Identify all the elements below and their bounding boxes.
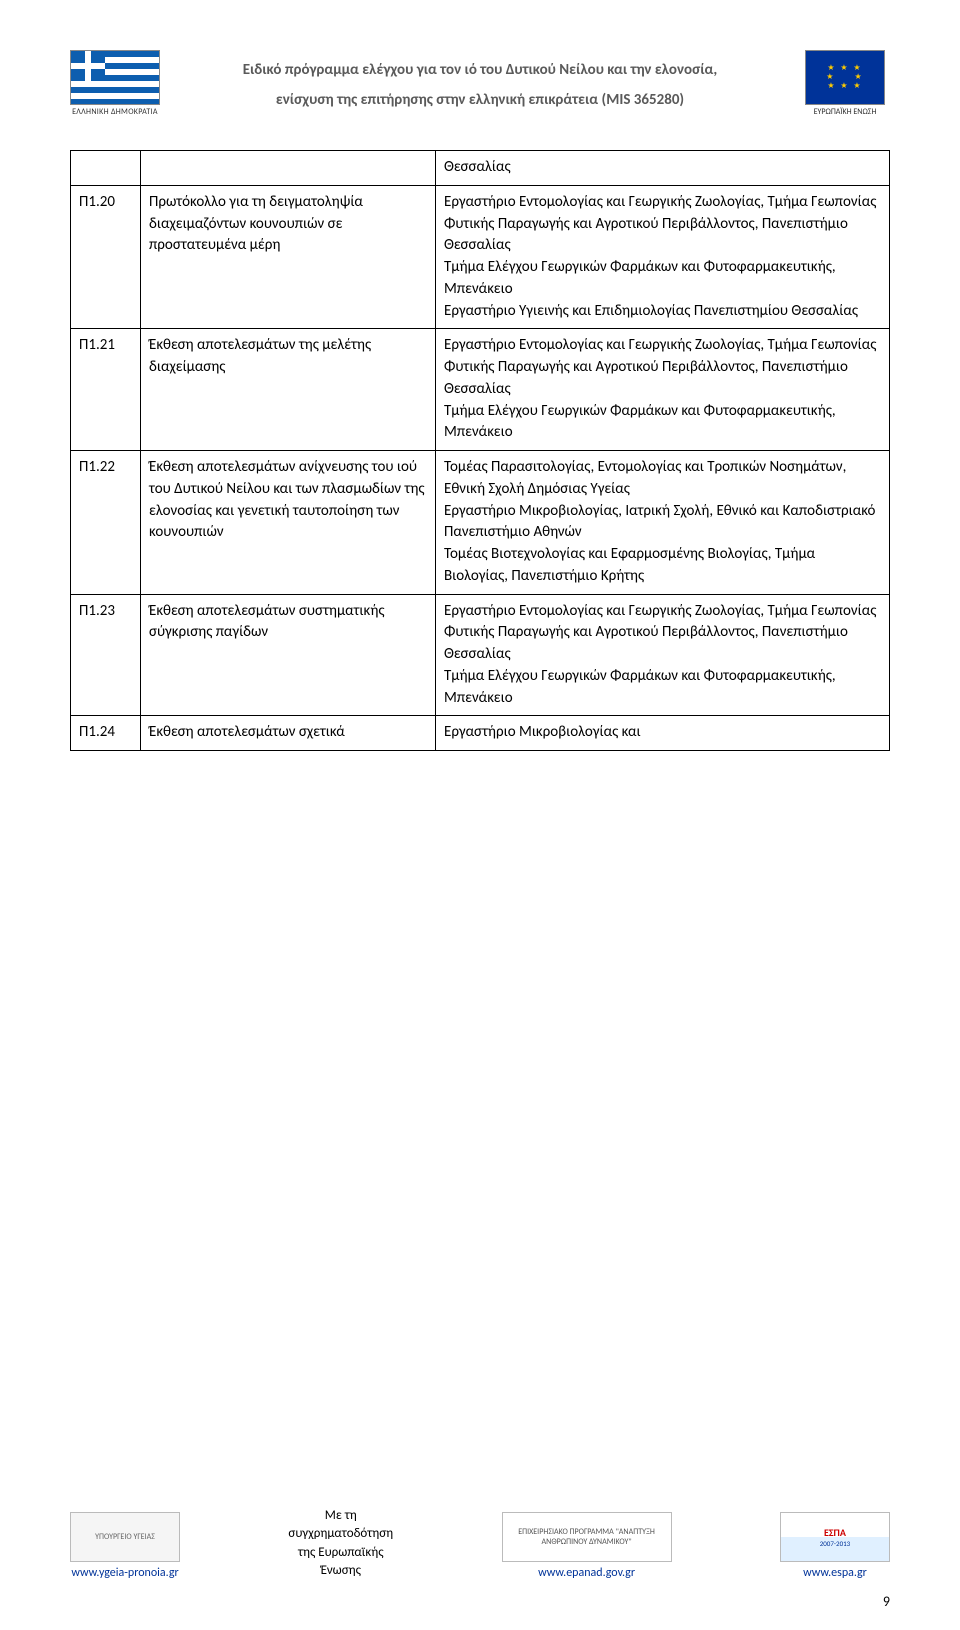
row-organizations: Θεσσαλίας — [436, 151, 890, 186]
footer-epanad: ΕΠΙΧΕΙΡΗΣΙΑΚΟ ΠΡΟΓΡΑΜΜΑ "ΑΝΑΠΤΥΞΗ ΑΝΘΡΩΠ… — [502, 1512, 672, 1580]
table-row: Π1.20Πρωτόκολλο για τη δειγματοληψία δια… — [71, 185, 890, 329]
table-row: Π1.23Έκθεση αποτελεσμάτων συστηματικής σ… — [71, 594, 890, 716]
espa-logo-icon: ΕΣΠΑ 2007-2013 — [780, 1512, 890, 1562]
eu-flag-icon: ★ ★ ★★ ★★ ★ ★ — [805, 50, 885, 105]
header-line1: Ειδικό πρόγραμμα ελέγχου για τον ιό του … — [243, 61, 718, 79]
row-id: Π1.24 — [71, 716, 141, 751]
greek-flag-block: ΕΛΛΗΝΙΚΗ ΔΗΜΟΚΡΑΤΙΑ — [70, 50, 160, 120]
epanad-url: www.epanad.gov.gr — [538, 1566, 635, 1580]
row-description: Έκθεση αποτελεσμάτων σχετικά — [141, 716, 436, 751]
greek-flag-icon — [70, 50, 160, 105]
page-footer: ΥΠΟΥΡΓΕΙΟ ΥΓΕΙΑΣ www.ygeia-pronoia.gr Με… — [70, 1507, 890, 1580]
row-organizations: Εργαστήριο Εντομολογίας και Γεωργικής Ζω… — [436, 185, 890, 329]
eu-flag-block: ★ ★ ★★ ★★ ★ ★ ΕΥΡΩΠΑΪΚΗ ΕΝΩΣΗ — [800, 50, 890, 120]
row-id: Π1.21 — [71, 329, 141, 451]
table-row: Π1.21Έκθεση αποτελεσμάτων της μελέτης δι… — [71, 329, 890, 451]
page-header: ΕΛΛΗΝΙΚΗ ΔΗΜΟΚΡΑΤΙΑ Ειδικό πρόγραμμα ελέ… — [70, 50, 890, 120]
row-description: Έκθεση αποτελεσμάτων ανίχνευσης του ιού … — [141, 451, 436, 595]
greek-flag-label: ΕΛΛΗΝΙΚΗ ΔΗΜΟΚΡΑΤΙΑ — [72, 107, 158, 117]
row-organizations: Εργαστήριο Μικροβιολογίας και — [436, 716, 890, 751]
eu-flag-label: ΕΥΡΩΠΑΪΚΗ ΕΝΩΣΗ — [814, 107, 877, 117]
deliverables-table: ΘεσσαλίαςΠ1.20Πρωτόκολλο για τη δειγματο… — [70, 150, 890, 751]
page-number: 9 — [883, 1593, 890, 1610]
ministry-health-logo-icon: ΥΠΟΥΡΓΕΙΟ ΥΓΕΙΑΣ — [70, 1512, 180, 1562]
ygeia-url: www.ygeia-pronoia.gr — [71, 1566, 178, 1580]
row-description: Πρωτόκολλο για τη δειγματοληψία διαχειμα… — [141, 185, 436, 329]
epanad-logo-icon: ΕΠΙΧΕΙΡΗΣΙΑΚΟ ΠΡΟΓΡΑΜΜΑ "ΑΝΑΠΤΥΞΗ ΑΝΘΡΩΠ… — [502, 1512, 672, 1562]
row-id: Π1.22 — [71, 451, 141, 595]
row-id — [71, 151, 141, 186]
footer-ygeia: ΥΠΟΥΡΓΕΙΟ ΥΓΕΙΑΣ www.ygeia-pronoia.gr — [70, 1512, 180, 1580]
row-description — [141, 151, 436, 186]
row-organizations: Τομέας Παρασιτολογίας, Εντομολογίας και … — [436, 451, 890, 595]
row-organizations: Εργαστήριο Εντομολογίας και Γεωργικής Ζω… — [436, 329, 890, 451]
footer-espa: ΕΣΠΑ 2007-2013 www.espa.gr — [780, 1512, 890, 1580]
table-row: Θεσσαλίας — [71, 151, 890, 186]
row-organizations: Εργαστήριο Εντομολογίας και Γεωργικής Ζω… — [436, 594, 890, 716]
row-description: Έκθεση αποτελεσμάτων της μελέτης διαχείμ… — [141, 329, 436, 451]
espa-url: www.espa.gr — [803, 1566, 867, 1580]
row-id: Π1.23 — [71, 594, 141, 716]
funding-text: Με τη συγχρηματοδότηση της Ευρωπαϊκής Έν… — [288, 1507, 393, 1580]
table-row: Π1.22Έκθεση αποτελεσμάτων ανίχνευσης του… — [71, 451, 890, 595]
header-line2: ενίσχυση της επιτήρησης στην ελληνική επ… — [276, 91, 684, 109]
footer-funding: Με τη συγχρηματοδότηση της Ευρωπαϊκής Έν… — [288, 1507, 393, 1580]
header-title: Ειδικό πρόγραμμα ελέγχου για τον ιό του … — [160, 55, 800, 115]
table-row: Π1.24Έκθεση αποτελεσμάτων σχετικάΕργαστή… — [71, 716, 890, 751]
row-description: Έκθεση αποτελεσμάτων συστηματικής σύγκρι… — [141, 594, 436, 716]
row-id: Π1.20 — [71, 185, 141, 329]
